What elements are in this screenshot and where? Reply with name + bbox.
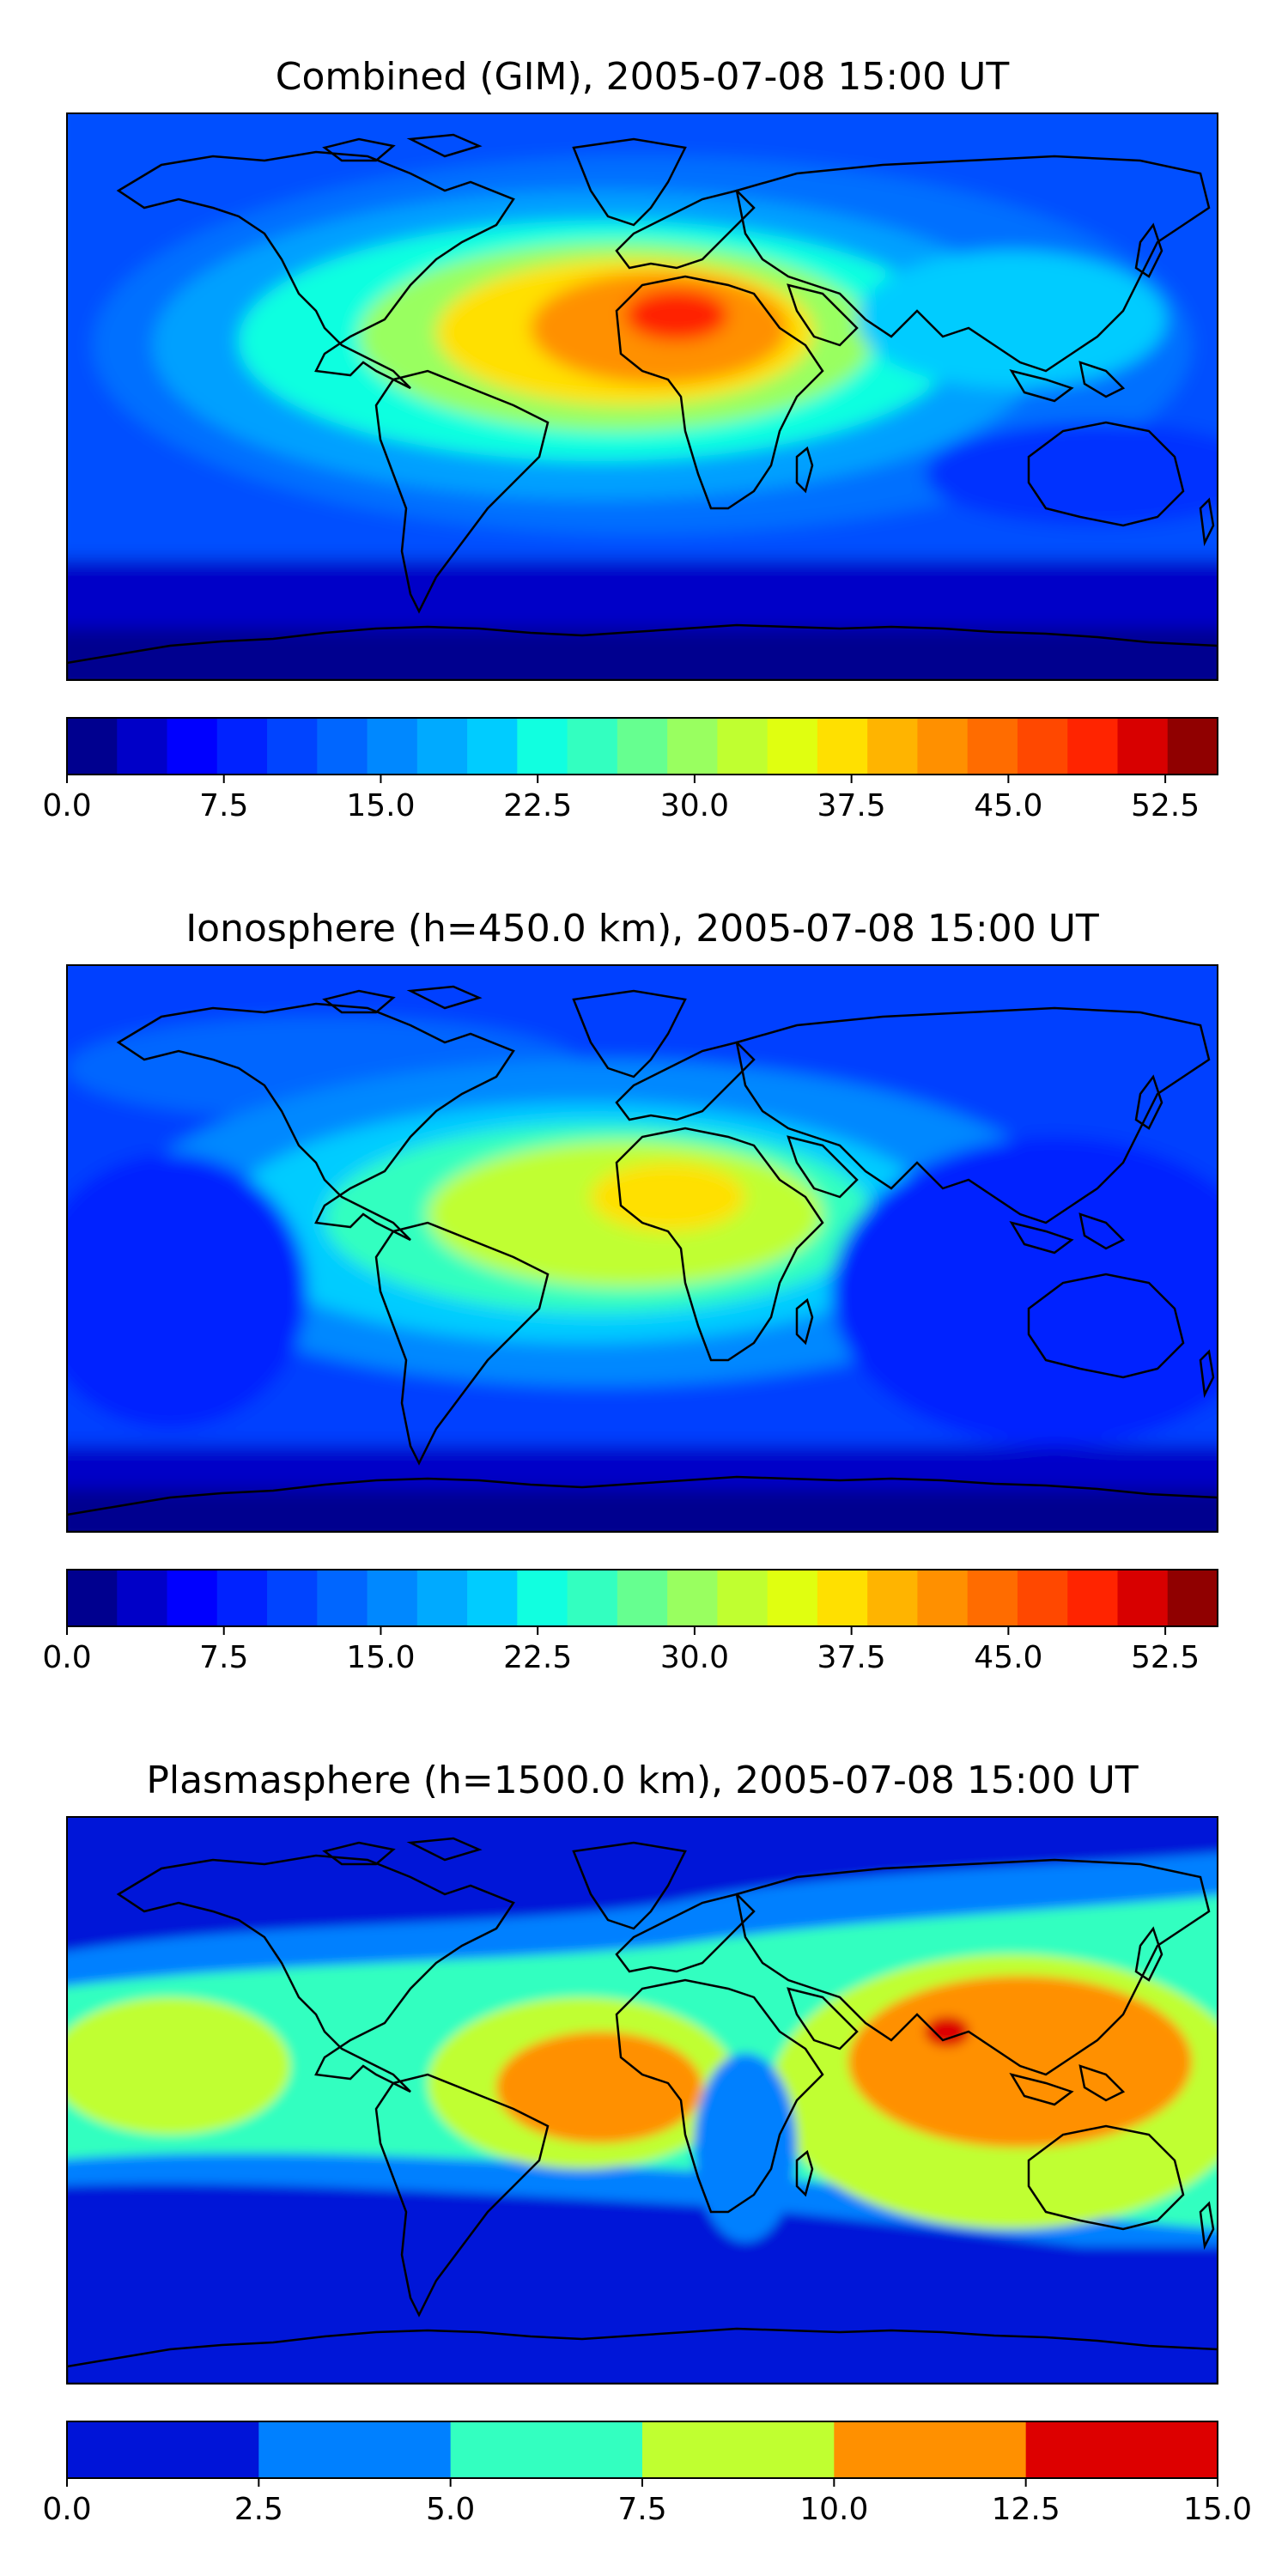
map-field	[67, 1817, 1218, 2384]
panel-combined: Combined (GIM), 2005-07-08 15:00 UT	[42, 55, 1218, 823]
colorbar-segment	[258, 2421, 452, 2478]
colorbar-tick-label: 0.0	[42, 788, 91, 823]
colorbar-segment	[1167, 718, 1218, 775]
colorbar-segment	[167, 1570, 218, 1626]
colorbar-tick-label: 15.0	[346, 1640, 415, 1675]
colorbar-segment	[267, 718, 318, 775]
colorbar-segment	[567, 1570, 618, 1626]
colorbar-segment	[667, 718, 718, 775]
colorbar-tick-label: 52.5	[1131, 788, 1200, 823]
colorbar-segment	[117, 1570, 168, 1626]
colorbar-segment	[1117, 718, 1169, 775]
colorbar-segment	[717, 718, 769, 775]
colorbar-segment	[967, 718, 1018, 775]
colorbar: 0.0 2.5 5.0 7.5 10.0 12.5 15.0	[42, 2421, 1252, 2527]
colorbar-segment	[67, 1570, 118, 1626]
colorbar-tick-label: 15.0	[346, 788, 415, 823]
colorbar-segment	[1025, 2421, 1218, 2478]
colorbar-tick-label: 15.0	[1183, 2492, 1252, 2527]
colorbar-segment	[216, 718, 268, 775]
colorbar-segment	[617, 1570, 668, 1626]
colorbar-segment	[517, 718, 568, 775]
colorbar-tick-label: 52.5	[1131, 1640, 1200, 1675]
panel-plasmasphere: Plasmasphere (h=1500.0 km), 2005-07-08 1…	[42, 1759, 1252, 2527]
colorbar-segment	[317, 718, 368, 775]
colorbar-tick-label: 30.0	[660, 1640, 729, 1675]
panel-title: Ionosphere (h=450.0 km), 2005-07-08 15:0…	[185, 907, 1099, 951]
colorbar-segment	[917, 1570, 969, 1626]
map-field	[67, 113, 1218, 680]
map-frame	[66, 112, 1218, 681]
panel-title: Plasmasphere (h=1500.0 km), 2005-07-08 1…	[146, 1759, 1138, 1802]
colorbar: 0.0 7.5 15.0 22.5 30.0 37.5 45.0 52.5	[42, 1569, 1218, 1675]
colorbar-segment	[1167, 1570, 1218, 1626]
colorbar-segment	[1117, 1570, 1169, 1626]
colorbar-segment	[867, 1570, 919, 1626]
colorbar-segment	[817, 718, 868, 775]
colorbar-segment	[917, 718, 969, 775]
colorbar-tick-label: 22.5	[503, 788, 572, 823]
colorbar-tick-label: 7.5	[199, 1640, 248, 1675]
colorbar-segment	[67, 2421, 259, 2478]
colorbar-tick-label: 10.0	[799, 2492, 868, 2527]
colorbar-tick-label: 7.5	[617, 2492, 666, 2527]
colorbar-segment	[717, 1570, 769, 1626]
colorbar-frame	[66, 1569, 1218, 1627]
map-field	[67, 965, 1218, 1532]
colorbar-segment	[867, 718, 919, 775]
colorbar-segment	[317, 1570, 368, 1626]
colorbar-segment	[817, 1570, 868, 1626]
colorbar-segment	[450, 2421, 643, 2478]
colorbar-segment	[416, 718, 468, 775]
colorbar-frame	[66, 717, 1218, 775]
colorbar-segment	[967, 1570, 1018, 1626]
colorbar-segment	[1017, 1570, 1068, 1626]
colorbar-tick-label: 2.5	[234, 2492, 283, 2527]
colorbar-tick-label: 37.5	[817, 1640, 886, 1675]
colorbar-segment	[667, 1570, 718, 1626]
colorbar-segment	[467, 1570, 518, 1626]
panel-ionosphere: Ionosphere (h=450.0 km), 2005-07-08 15:0…	[42, 907, 1218, 1675]
colorbar-segment	[367, 718, 418, 775]
colorbar-segment	[167, 718, 218, 775]
colorbar-segment	[642, 2421, 835, 2478]
colorbar-segment	[117, 718, 168, 775]
colorbar-tick-label: 0.0	[42, 1640, 91, 1675]
colorbar: 0.0 7.5 15.0 22.5 30.0 37.5 45.0 52.5	[42, 717, 1218, 823]
colorbar-segment	[216, 1570, 268, 1626]
panel-title: Combined (GIM), 2005-07-08 15:00 UT	[276, 55, 1010, 99]
colorbar-segment	[367, 1570, 418, 1626]
colorbar-tick-label: 22.5	[503, 1640, 572, 1675]
colorbar-segment	[567, 718, 618, 775]
map-frame	[66, 1816, 1218, 2385]
colorbar-segment	[834, 2421, 1027, 2478]
colorbar-tick-label: 5.0	[426, 2492, 475, 2527]
colorbar-tick-label: 7.5	[199, 788, 248, 823]
map-frame	[66, 964, 1218, 1533]
colorbar-tick-label: 0.0	[42, 2492, 91, 2527]
colorbar-segment	[467, 718, 518, 775]
colorbar-segment	[67, 718, 118, 775]
colorbar-segment	[517, 1570, 568, 1626]
colorbar-segment	[1017, 718, 1068, 775]
colorbar-tick-label: 45.0	[974, 1640, 1042, 1675]
colorbar-tick-label: 30.0	[660, 788, 729, 823]
colorbar-segment	[767, 1570, 818, 1626]
colorbar-segment	[767, 718, 818, 775]
colorbar-segment	[617, 718, 668, 775]
colorbar-segment	[267, 1570, 318, 1626]
colorbar-segment	[416, 1570, 468, 1626]
colorbar-segment	[1067, 718, 1119, 775]
colorbar-segment	[1067, 1570, 1119, 1626]
colorbar-tick-label: 45.0	[974, 788, 1042, 823]
colorbar-tick-label: 12.5	[992, 2492, 1060, 2527]
colorbar-tick-label: 37.5	[817, 788, 886, 823]
